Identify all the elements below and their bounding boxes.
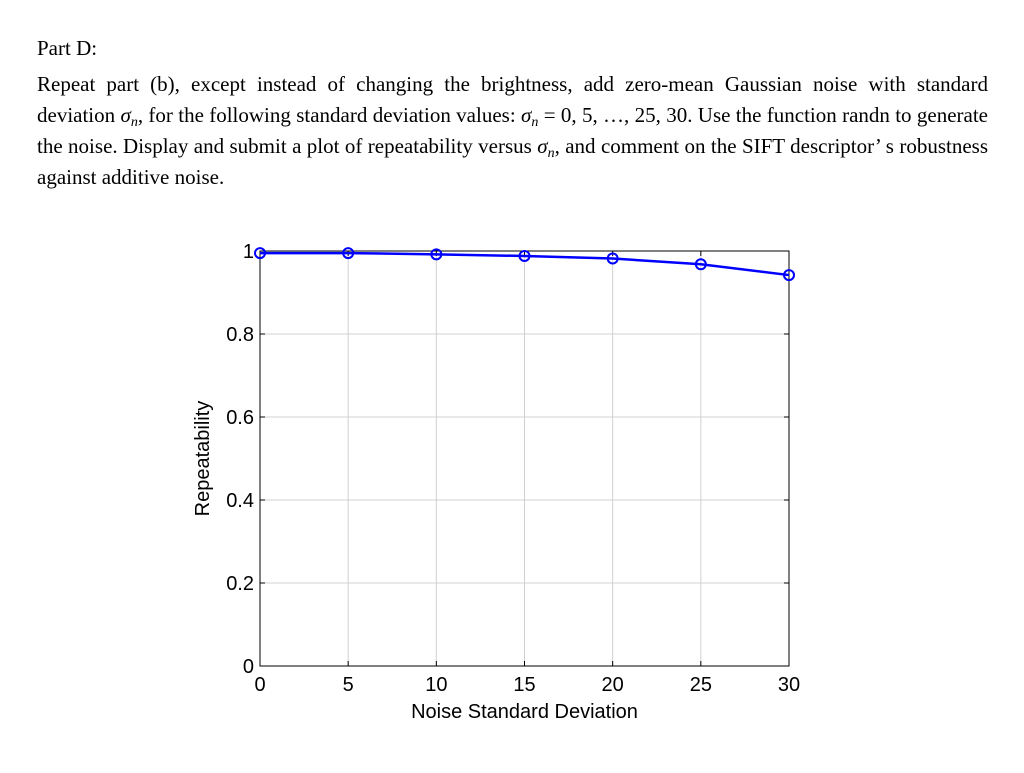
y-tick-labels: 0 0.2 0.4 0.6 0.8 1 <box>226 241 254 678</box>
sigma-subscript: n <box>547 146 555 161</box>
y-tick-label: 0.4 <box>226 490 254 512</box>
x-tick-label: 15 <box>513 674 535 696</box>
y-tick-label: 0.8 <box>226 324 254 346</box>
data-series <box>254 247 795 282</box>
data-point <box>606 252 619 265</box>
plot-frame <box>259 250 790 667</box>
paragraph-text-1: Repeat part (b), except instead of chang… <box>37 72 988 127</box>
data-point <box>694 258 707 271</box>
sigma-symbol: σ <box>537 134 548 158</box>
series-line <box>260 251 790 277</box>
data-point <box>430 248 443 261</box>
y-axis-label: Repeatability <box>192 401 214 517</box>
x-tick-label: 0 <box>254 674 265 696</box>
paragraph-text-3: = 0, 5, …, 25, 30. Use the function rand… <box>37 103 988 158</box>
sigma-subscript: n <box>531 115 539 130</box>
sigma-subscript: n <box>130 115 138 130</box>
x-tick-label: 10 <box>425 674 447 696</box>
part-heading: Part D: <box>37 36 98 60</box>
axis-ticks <box>259 250 790 667</box>
paragraph-text-2: , for the following standard deviation v… <box>137 103 521 127</box>
sigma-symbol: σ <box>521 103 532 127</box>
grid-lines <box>259 250 790 667</box>
x-tick-label: 30 <box>778 674 800 696</box>
y-tick-label: 0.6 <box>226 407 254 429</box>
paragraph-text-4: , and comment on the SIFT descriptor’ s … <box>37 134 988 189</box>
y-tick-label: 1 <box>243 241 254 263</box>
instructions-paragraph: Repeat part (b), except instead of chang… <box>37 69 988 193</box>
x-tick-labels: 0 5 10 15 20 25 30 <box>254 674 800 696</box>
x-axis-label: Noise Standard Deviation <box>411 701 638 723</box>
x-tick-label: 20 <box>602 674 624 696</box>
x-tick-label: 5 <box>343 674 354 696</box>
y-tick-label: 0 <box>243 656 254 678</box>
data-point <box>783 269 795 282</box>
data-point <box>518 249 531 262</box>
data-point <box>342 247 355 260</box>
x-tick-label: 25 <box>690 674 712 696</box>
y-tick-label: 0.2 <box>226 573 254 595</box>
data-point <box>254 247 266 260</box>
sigma-symbol: σ <box>120 103 131 127</box>
